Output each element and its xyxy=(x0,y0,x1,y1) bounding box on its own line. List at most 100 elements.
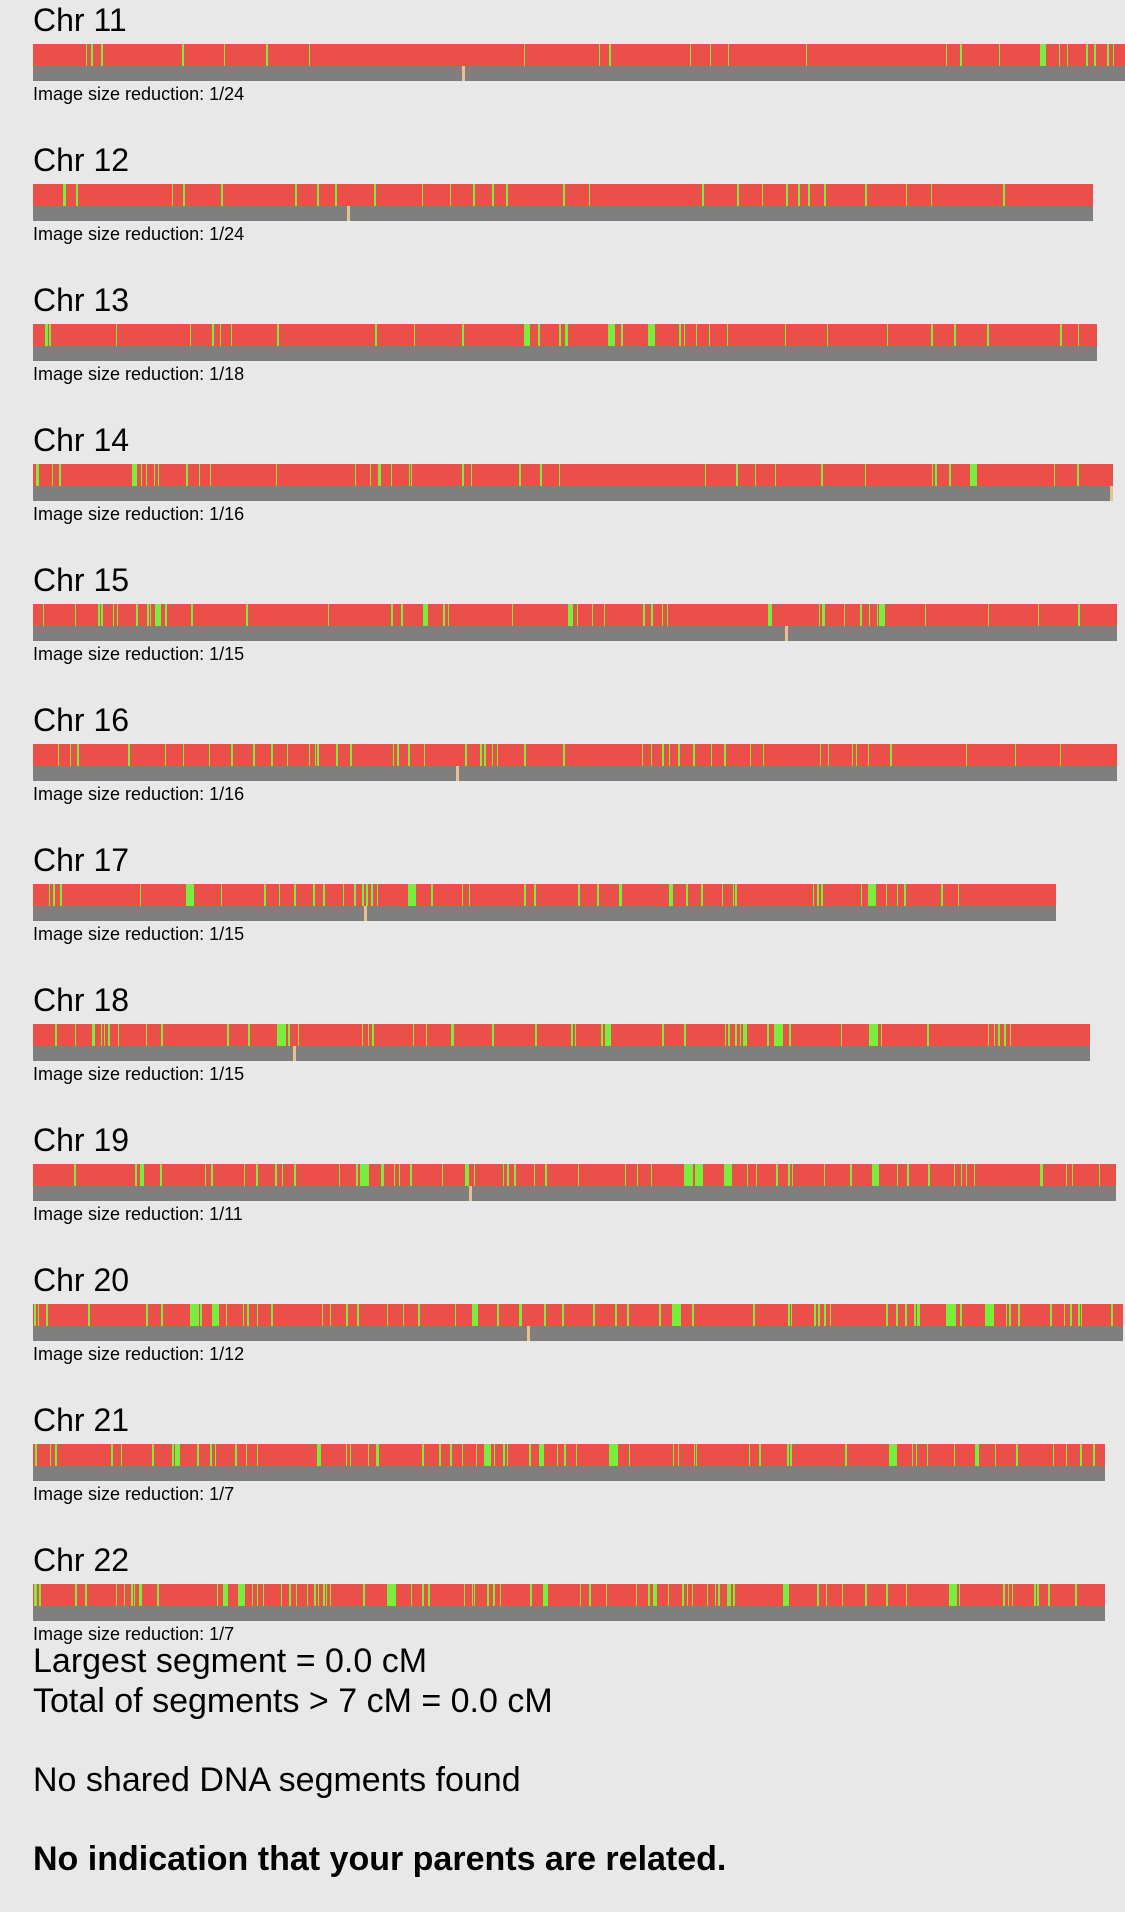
match-stripe xyxy=(539,1444,541,1466)
match-stripe xyxy=(954,324,956,346)
match-stripe xyxy=(827,324,828,346)
match-stripe xyxy=(852,744,853,766)
match-stripe xyxy=(841,1024,842,1046)
match-stripe xyxy=(172,1444,174,1466)
match-stripe xyxy=(330,1584,331,1606)
match-stripe xyxy=(707,1584,708,1606)
chromosome-row: Chr 21 Image size reduction: 1/7 xyxy=(33,1404,1105,1504)
match-stripe xyxy=(977,1444,979,1466)
match-stripe xyxy=(375,324,377,346)
match-stripe xyxy=(659,1304,661,1326)
match-stripe xyxy=(183,744,184,766)
match-stripe xyxy=(281,1584,282,1606)
match-stripe xyxy=(315,744,316,766)
match-stripe xyxy=(747,1164,748,1186)
match-stripe xyxy=(1077,464,1079,486)
match-stripe xyxy=(543,1584,548,1606)
match-stripe xyxy=(77,744,79,766)
match-stripe xyxy=(210,464,211,486)
match-stripe xyxy=(371,884,373,906)
match-stripe xyxy=(540,464,542,486)
match-stripe xyxy=(599,44,600,66)
match-stripe xyxy=(728,1024,730,1046)
match-stripe xyxy=(519,1304,521,1326)
match-stripe xyxy=(294,1164,296,1186)
centromere-track xyxy=(33,1606,1105,1621)
match-stripe xyxy=(662,744,664,766)
match-stripe xyxy=(696,324,697,346)
match-stripe xyxy=(53,884,55,906)
match-stripe xyxy=(724,1164,732,1186)
match-stripe xyxy=(247,1304,249,1326)
match-stripe xyxy=(275,1164,277,1186)
match-stripe xyxy=(692,1304,694,1326)
match-stripe xyxy=(1040,1164,1042,1186)
match-stripe xyxy=(820,744,821,766)
match-stripe xyxy=(1078,604,1080,626)
match-stripe xyxy=(806,44,807,66)
match-stripe xyxy=(257,1584,258,1606)
match-stripe xyxy=(906,184,907,206)
match-stripe xyxy=(860,604,862,626)
match-stripe xyxy=(606,1584,607,1606)
match-stripe xyxy=(422,1584,424,1606)
centromere-track xyxy=(33,626,1117,641)
match-stripe xyxy=(368,1024,369,1046)
match-stripe xyxy=(182,44,184,66)
match-stripe xyxy=(489,1444,491,1466)
match-stripe xyxy=(960,44,962,66)
match-stripe xyxy=(701,884,703,906)
match-stripe xyxy=(824,604,825,626)
match-stripe xyxy=(662,604,663,626)
match-stripe xyxy=(271,744,273,766)
match-stripe xyxy=(1009,1304,1011,1326)
match-stripe xyxy=(578,1164,579,1186)
match-stripe xyxy=(317,184,319,206)
match-stripe xyxy=(322,1304,323,1326)
match-stripe xyxy=(735,884,737,906)
chromosome-comparison-bar xyxy=(33,884,1056,906)
match-stripe xyxy=(413,1024,414,1046)
match-stripe xyxy=(788,1164,790,1186)
match-stripe xyxy=(253,744,255,766)
match-stripe xyxy=(1050,1304,1052,1326)
chromosome-row: Chr 15 Image size reduction: 1/15 xyxy=(33,564,1117,664)
match-stripe xyxy=(1004,1024,1006,1046)
chromosome-label: Chr 21 xyxy=(33,1402,130,1438)
match-stripe xyxy=(411,1584,412,1606)
match-stripe xyxy=(221,884,222,906)
image-size-reduction-caption: Image size reduction: 1/12 xyxy=(33,1344,245,1364)
match-stripe xyxy=(612,1444,613,1466)
match-stripe xyxy=(377,884,378,906)
match-stripe xyxy=(376,1444,377,1466)
match-stripe xyxy=(1099,1164,1100,1186)
match-stripe xyxy=(462,464,464,486)
match-stripe xyxy=(277,1024,286,1046)
match-stripe xyxy=(961,1164,962,1186)
match-stripe xyxy=(172,184,173,206)
match-stripe xyxy=(294,884,296,906)
match-stripe xyxy=(844,604,845,626)
match-stripe xyxy=(227,1024,229,1046)
match-stripe xyxy=(651,1164,652,1186)
match-stripe xyxy=(868,884,876,906)
match-stripe xyxy=(636,1584,637,1606)
match-stripe xyxy=(60,884,62,906)
match-stripe xyxy=(391,464,392,486)
match-stripe xyxy=(276,464,277,486)
match-stripe xyxy=(609,44,611,66)
match-stripe xyxy=(410,1164,412,1186)
match-stripe xyxy=(101,44,103,66)
match-stripe xyxy=(484,1444,490,1466)
match-stripe xyxy=(36,464,38,486)
match-stripe xyxy=(403,1304,404,1326)
match-stripe xyxy=(474,1584,475,1606)
chromosome-row: Chr 17 Image size reduction: 1/15 xyxy=(33,844,1056,944)
chromosome-label: Chr 16 xyxy=(33,702,130,738)
match-stripe xyxy=(672,1304,681,1326)
match-stripe xyxy=(545,1164,547,1186)
match-stripe xyxy=(314,1584,316,1606)
match-stripe xyxy=(725,1024,726,1046)
match-stripe xyxy=(309,744,310,766)
match-stripe xyxy=(1060,324,1062,346)
